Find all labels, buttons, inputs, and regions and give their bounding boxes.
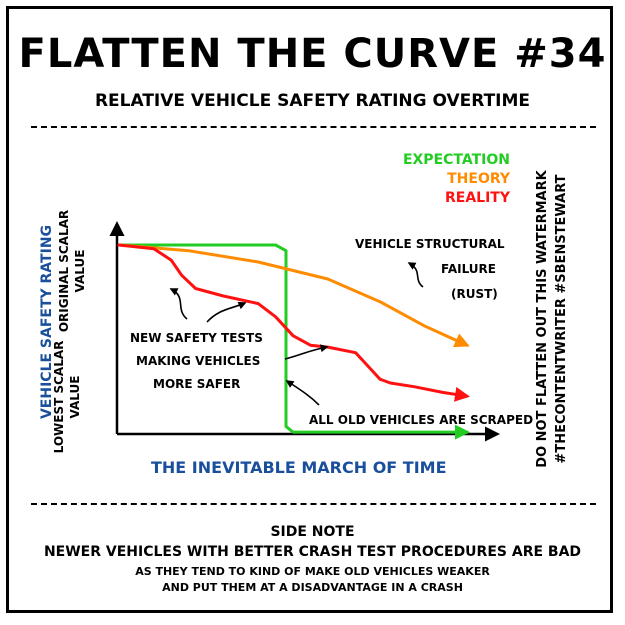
series-reality-line <box>117 243 470 402</box>
x-axis-label: THE INEVITABLE MARCH OF TIME <box>151 458 447 477</box>
annotation-making-vehicles: MAKING VEHICLES <box>136 354 261 368</box>
arrow-structural <box>407 262 424 288</box>
page-title: FLATTEN THE CURVE #34 <box>18 31 607 77</box>
series-theory-line <box>117 243 470 348</box>
top-divider <box>31 126 596 128</box>
arrow-new-tests-2 <box>206 301 247 323</box>
annotation-structural: VEHICLE STRUCTURAL <box>355 237 505 251</box>
annotation-failure: FAILURE <box>441 262 496 276</box>
annotation-scraped: ALL OLD VEHICLES ARE SCRAPED <box>309 413 534 427</box>
bottom-divider <box>31 503 596 505</box>
annotation-rust: (RUST) <box>451 287 498 301</box>
arrow-scraped <box>285 380 320 406</box>
side-note-detail-2: AND PUT THEM AT A DISADVANTAGE IN A CRAS… <box>162 581 463 594</box>
legend-theory: THEORY <box>447 171 510 187</box>
arrow-making-vehicles <box>284 344 329 360</box>
page-subtitle: RELATIVE VEHICLE SAFETY RATING OVERTIME <box>94 91 531 111</box>
comic-frame: FLATTEN THE CURVE #34 RELATIVE VEHICLE S… <box>6 6 613 613</box>
side-note-detail-1: AS THEY TEND TO KIND OF MAKE OLD VEHICLE… <box>135 565 490 578</box>
annotation-more-safer: MORE SAFER <box>153 377 241 391</box>
legend-reality: REALITY <box>445 190 510 206</box>
legend-expectation: EXPECTATION <box>402 152 510 168</box>
annotation-new-tests: NEW SAFETY TESTS <box>130 331 263 345</box>
chart-svg <box>109 221 500 442</box>
side-note-heading: SIDE NOTE <box>270 524 355 540</box>
side-note-main: NEWER VEHICLES WITH BETTER CRASH TEST PR… <box>43 544 582 560</box>
series-expectation-line <box>117 243 470 440</box>
arrow-new-tests-1 <box>169 288 188 320</box>
